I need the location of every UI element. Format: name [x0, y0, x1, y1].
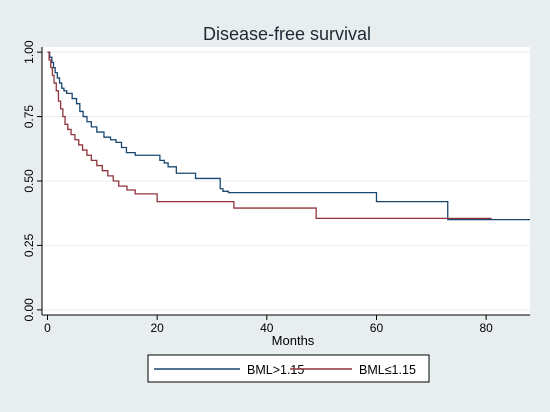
series-line-bml-low	[47, 51, 492, 220]
x-tick-label: 0	[44, 321, 51, 335]
legend: BML>1.15 BML≤1.15	[147, 354, 430, 383]
series-layer	[47, 51, 530, 221]
x-tick-label: 40	[260, 321, 274, 335]
legend-label-bml-high: BML>1.15	[247, 363, 304, 377]
y-tick-label: 0.00	[22, 298, 36, 322]
y-axis-ticks: 0.00 0.25 0.50 0.75 1.00	[22, 40, 42, 322]
x-axis-ticks: 0 20 40 60 80	[44, 315, 493, 335]
y-tick-label: 1.00	[22, 40, 36, 64]
y-tick-label: 0.50	[22, 169, 36, 193]
legend-label-bml-low: BML≤1.15	[359, 363, 416, 377]
chart-title: Disease-free survival	[203, 24, 371, 44]
y-tick-label: 0.25	[22, 233, 36, 257]
grid-lines	[42, 51, 530, 311]
y-tick-label: 0.75	[22, 105, 36, 129]
x-tick-label: 20	[150, 321, 164, 335]
x-tick-label: 80	[479, 321, 493, 335]
x-tick-label: 60	[370, 321, 384, 335]
x-axis-label: Months	[272, 333, 315, 348]
series-line-bml-high	[47, 51, 530, 221]
